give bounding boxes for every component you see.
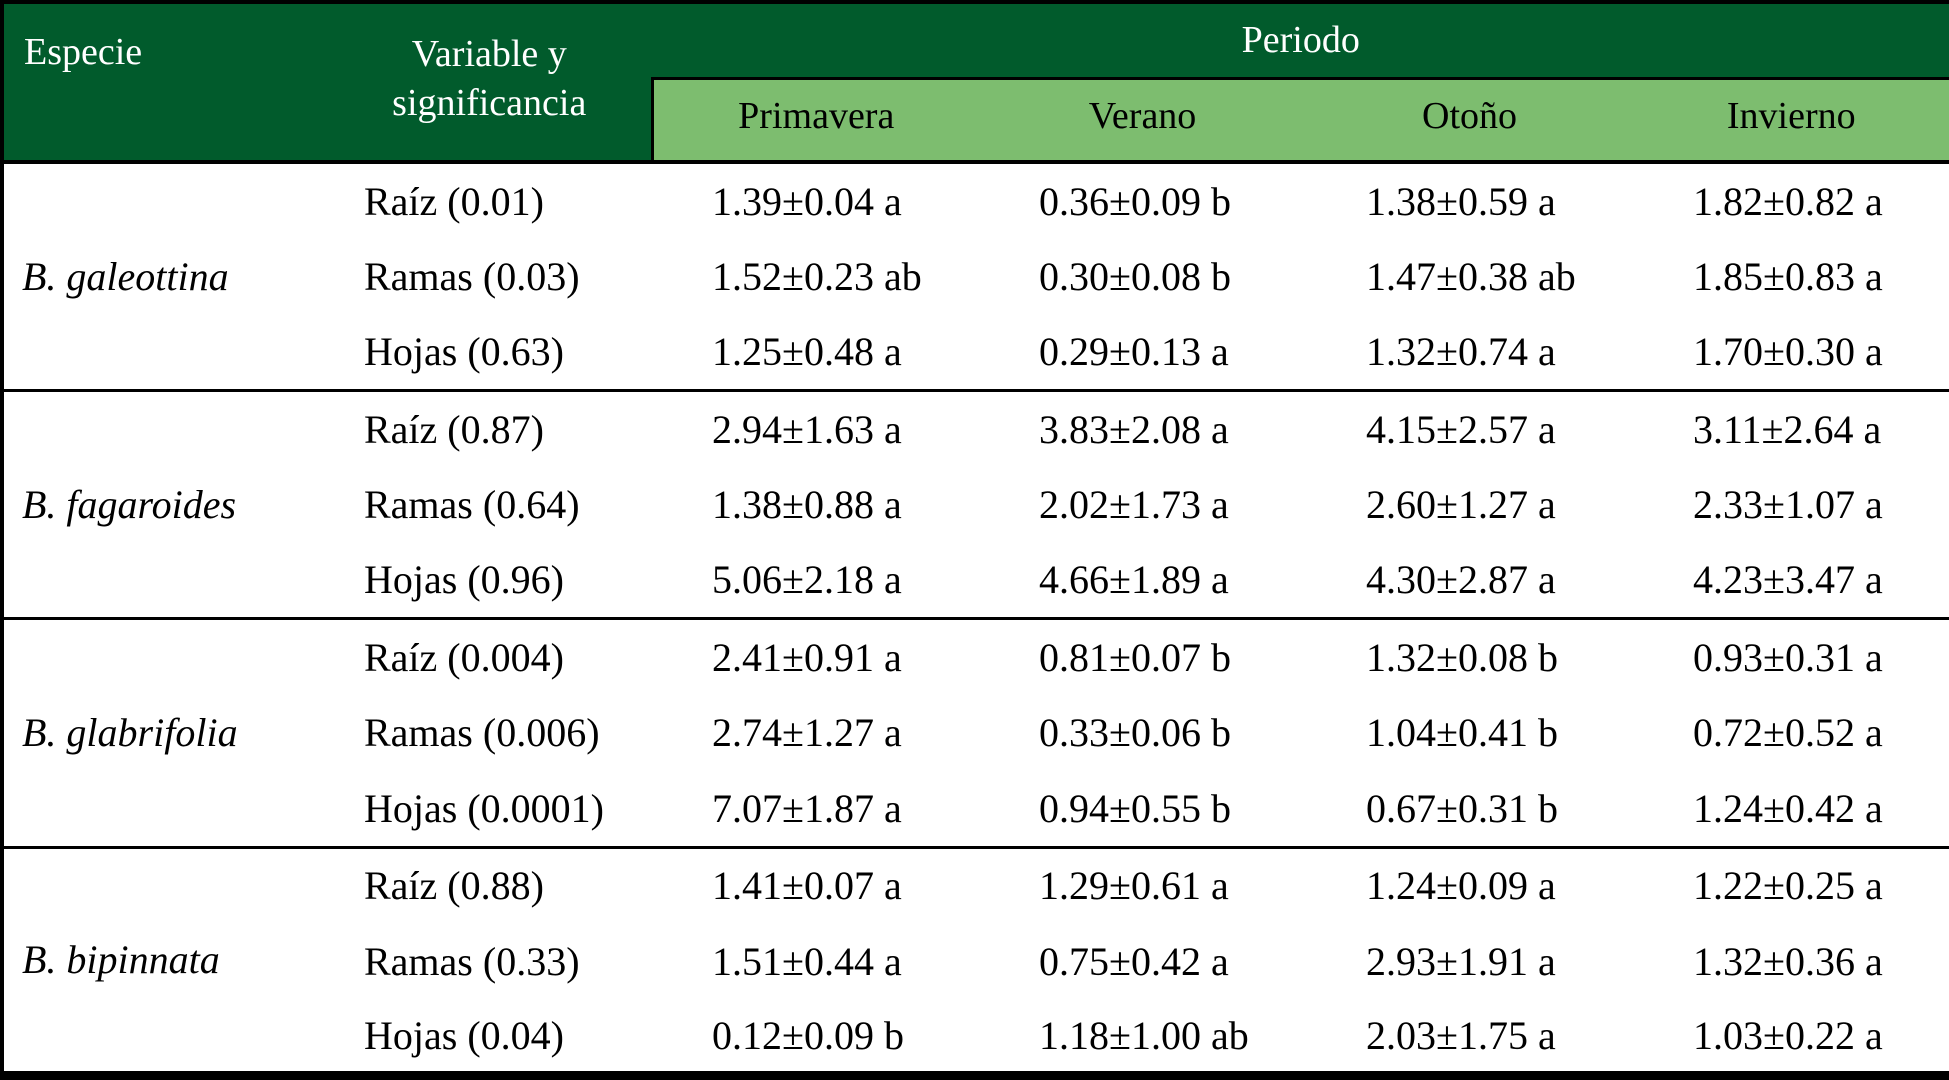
value-otono: 2.93±1.91 a xyxy=(1366,938,1556,984)
value-otono: 1.47±0.38 ab xyxy=(1366,253,1576,299)
value-otono: 0.67±0.31 b xyxy=(1366,785,1558,831)
variable-label: Hojas (0.96) xyxy=(364,557,564,603)
table-row: B. fagaroides Raíz (0.87) 2.94±1.63 a 3.… xyxy=(2,390,1949,527)
value-otono: 2.03±1.75 a xyxy=(1366,1012,1556,1058)
variable-label: Raíz (0.88) xyxy=(364,863,544,909)
value-invierno: 1.24±0.42 a xyxy=(1693,785,1883,831)
variable-label: Ramas (0.03) xyxy=(364,253,580,299)
value-primavera: 1.41±0.07 a xyxy=(712,863,902,909)
value-primavera: 1.25±0.48 a xyxy=(712,329,902,375)
species-name: B. bipinnata xyxy=(22,937,220,983)
header-row-periodo: Especie Variable y significancia Periodo xyxy=(2,2,1949,162)
value-otono: 1.32±0.74 a xyxy=(1366,329,1556,375)
variable-label: Raíz (0.004) xyxy=(364,635,564,681)
column-header-variable-line2: significancia xyxy=(392,81,587,124)
species-block-galeottina: B. galeottina Raíz (0.01) 1.39±0.04 a 0.… xyxy=(2,162,1949,390)
value-primavera: 2.41±0.91 a xyxy=(712,635,902,681)
variable-label: Raíz (0.87) xyxy=(364,406,544,452)
column-header-periodo: Periodo xyxy=(652,2,1949,80)
column-header-primavera: Primavera xyxy=(650,78,979,162)
value-primavera: 1.39±0.04 a xyxy=(712,178,902,224)
value-verano: 0.36±0.09 b xyxy=(1039,178,1231,224)
species-block-fagaroides: B. fagaroides Raíz (0.87) 2.94±1.63 a 3.… xyxy=(2,390,1949,618)
species-block-bipinnata: B. bipinnata Raíz (0.88) 1.41±0.07 a 1.2… xyxy=(2,847,1949,1075)
value-invierno: 1.85±0.83 a xyxy=(1693,253,1883,299)
value-invierno: 1.22±0.25 a xyxy=(1693,863,1883,909)
value-otono: 1.32±0.08 b xyxy=(1366,635,1558,681)
table-row: Hojas (0.96) 5.06±2.18 a 4.66±1.89 a 4.3… xyxy=(2,543,1949,619)
value-verano: 0.29±0.13 a xyxy=(1039,329,1229,375)
value-invierno: 0.72±0.52 a xyxy=(1693,710,1883,756)
value-verano: 3.83±2.08 a xyxy=(1039,406,1229,452)
variable-label: Ramas (0.64) xyxy=(364,482,580,528)
value-otono: 1.38±0.59 a xyxy=(1366,178,1556,224)
value-verano: 0.94±0.55 b xyxy=(1039,785,1231,831)
value-primavera: 0.12±0.09 b xyxy=(712,1012,904,1058)
value-verano: 2.02±1.73 a xyxy=(1039,482,1229,528)
value-otono: 4.30±2.87 a xyxy=(1366,557,1556,603)
table-row: Hojas (0.0001) 7.07±1.87 a 0.94±0.55 b 0… xyxy=(2,771,1949,847)
table-row: Hojas (0.04) 0.12±0.09 b 1.18±1.00 ab 2.… xyxy=(2,999,1949,1075)
value-otono: 1.04±0.41 b xyxy=(1366,710,1558,756)
value-invierno: 0.93±0.31 a xyxy=(1693,635,1883,681)
table-row: B. galeottina Raíz (0.01) 1.39±0.04 a 0.… xyxy=(2,162,1949,299)
value-verano: 0.75±0.42 a xyxy=(1039,938,1229,984)
column-header-variable-line1: Variable y xyxy=(411,33,567,75)
species-name: B. glabrifolia xyxy=(22,710,238,756)
value-verano: 0.30±0.08 b xyxy=(1039,253,1231,299)
value-invierno: 3.11±2.64 a xyxy=(1693,406,1882,452)
species-name: B. galeottina xyxy=(22,253,229,299)
value-verano: 1.29±0.61 a xyxy=(1039,863,1229,909)
table-row: Ramas (0.64) 1.38±0.88 a 2.02±1.73 a 2.6… xyxy=(2,467,1949,543)
value-invierno: 1.70±0.30 a xyxy=(1693,329,1883,375)
value-invierno: 1.32±0.36 a xyxy=(1693,938,1883,984)
header-row-seasons: Primavera Verano Otoño Invierno xyxy=(2,78,1949,162)
table-row: Hojas (0.63) 1.25±0.48 a 0.29±0.13 a 1.3… xyxy=(2,314,1949,390)
value-invierno: 2.33±1.07 a xyxy=(1693,482,1883,528)
value-primavera: 2.74±1.27 a xyxy=(712,710,902,756)
table-header: Especie Variable y significancia Periodo… xyxy=(2,2,1949,162)
value-verano: 4.66±1.89 a xyxy=(1039,557,1229,603)
variable-label: Hojas (0.04) xyxy=(364,1012,564,1058)
value-invierno: 1.82±0.82 a xyxy=(1693,178,1883,224)
variable-label: Ramas (0.33) xyxy=(364,938,580,984)
table-row: B. glabrifolia Raíz (0.004) 2.41±0.91 a … xyxy=(2,619,1949,755)
value-primavera: 1.51±0.44 a xyxy=(712,938,902,984)
variable-label: Raíz (0.01) xyxy=(364,178,544,224)
value-otono: 4.15±2.57 a xyxy=(1366,406,1556,452)
column-header-invierno: Invierno xyxy=(1633,78,1949,162)
value-primavera: 2.94±1.63 a xyxy=(712,406,902,452)
table-row: Ramas (0.03) 1.52±0.23 ab 0.30±0.08 b 1.… xyxy=(2,238,1949,314)
value-invierno: 1.03±0.22 a xyxy=(1693,1012,1883,1058)
column-header-especie: Especie xyxy=(2,2,328,162)
variable-label: Hojas (0.0001) xyxy=(364,785,604,831)
value-otono: 2.60±1.27 a xyxy=(1366,482,1556,528)
variable-label: Ramas (0.006) xyxy=(364,710,600,756)
value-primavera: 1.52±0.23 ab xyxy=(712,253,922,299)
value-invierno: 4.23±3.47 a xyxy=(1693,557,1883,603)
value-verano: 0.81±0.07 b xyxy=(1039,635,1231,681)
value-primavera: 5.06±2.18 a xyxy=(712,557,902,603)
value-primavera: 1.38±0.88 a xyxy=(712,482,902,528)
table-row: Ramas (0.33) 1.51±0.44 a 0.75±0.42 a 2.9… xyxy=(2,923,1949,999)
species-name: B. fagaroides xyxy=(22,482,237,528)
value-otono: 1.24±0.09 a xyxy=(1366,863,1556,909)
variable-label: Hojas (0.63) xyxy=(364,329,564,375)
column-header-otono: Otoño xyxy=(1306,78,1633,162)
value-verano: 0.33±0.06 b xyxy=(1039,710,1231,756)
value-primavera: 7.07±1.87 a xyxy=(712,785,902,831)
species-block-glabrifolia: B. glabrifolia Raíz (0.004) 2.41±0.91 a … xyxy=(2,618,1949,847)
table-row: B. bipinnata Raíz (0.88) 1.41±0.07 a 1.2… xyxy=(2,847,1949,982)
column-header-verano: Verano xyxy=(979,78,1306,162)
value-verano: 1.18±1.00 ab xyxy=(1039,1012,1249,1058)
column-header-variable-significancia: Variable y significancia xyxy=(328,2,652,162)
table-row: Ramas (0.006) 2.74±1.27 a 0.33±0.06 b 1.… xyxy=(2,695,1949,771)
